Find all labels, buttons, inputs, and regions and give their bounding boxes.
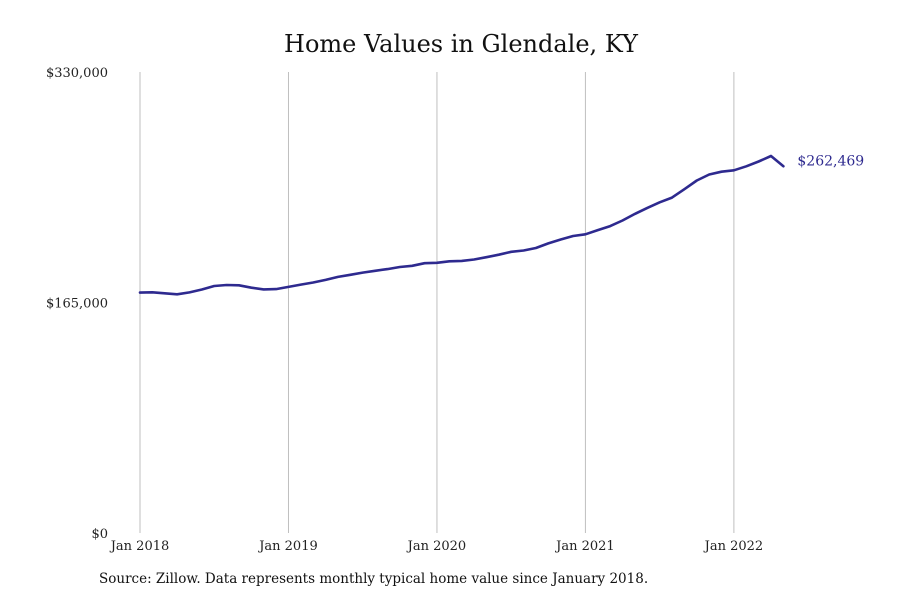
y-axis-ticks: $0 $165,000 $330,000 — [46, 66, 108, 542]
data-labels: $262,469 — [797, 153, 864, 169]
grid-lines — [139, 72, 735, 533]
series-line — [138, 154, 785, 296]
x-tick-label: Jan 2021 — [554, 539, 615, 554]
y-tick-label: $165,000 — [46, 297, 108, 312]
series-group — [138, 154, 785, 296]
source-note: Source: Zillow. Data represents monthly … — [99, 571, 649, 587]
x-tick-label: Jan 2019 — [257, 539, 318, 554]
x-tick-label: Jan 2022 — [703, 539, 764, 554]
x-tick-label: Jan 2020 — [406, 539, 467, 554]
end-value-label: $262,469 — [797, 153, 864, 169]
x-axis-ticks: Jan 2018 Jan 2019 Jan 2020 Jan 2021 Jan 2022 — [109, 539, 763, 554]
x-tick-label: Jan 2018 — [109, 539, 170, 554]
y-tick-label: $330,000 — [46, 66, 108, 81]
chart-title: Home Values in Glendale, KY — [284, 30, 639, 58]
y-tick-label: $0 — [91, 527, 108, 542]
